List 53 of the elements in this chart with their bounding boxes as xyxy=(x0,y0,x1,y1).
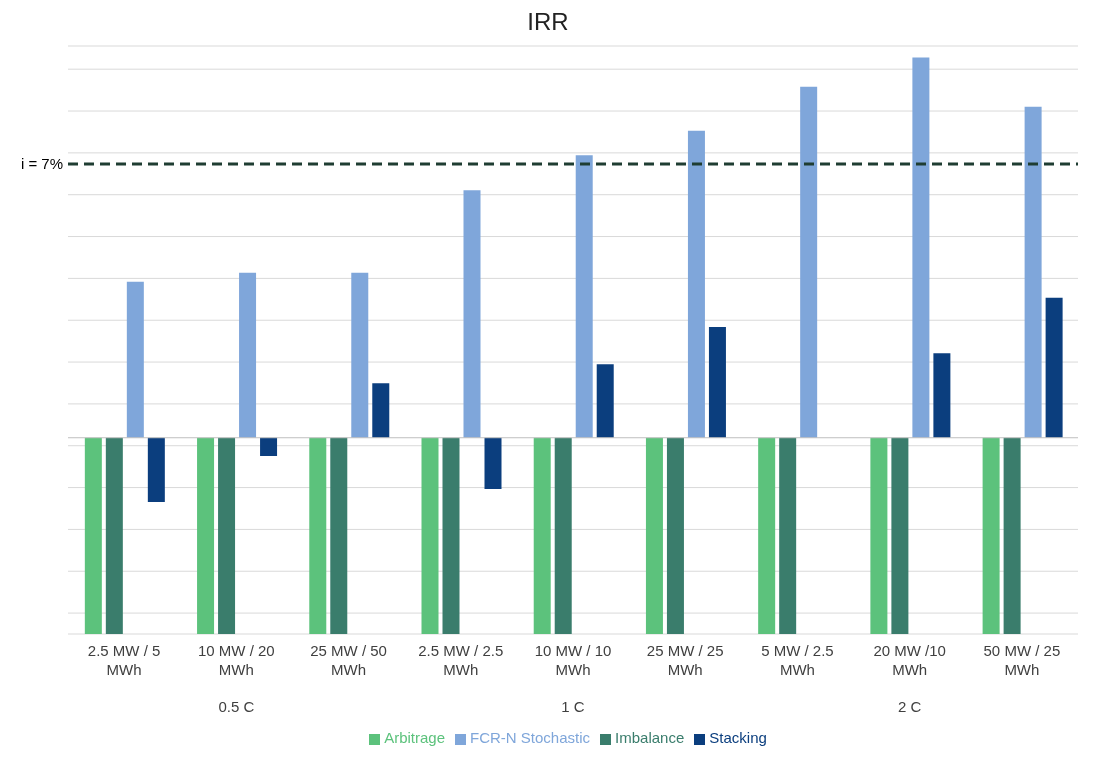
bar xyxy=(126,281,144,438)
bar xyxy=(645,437,663,634)
bar xyxy=(933,353,951,438)
bar xyxy=(421,437,439,634)
bar xyxy=(1024,106,1042,438)
bar xyxy=(575,155,593,438)
bar xyxy=(870,437,888,634)
x-tick-label: 5 MW / 2.5 MWh xyxy=(761,642,834,678)
bar xyxy=(105,437,123,634)
x-tick-label: 2.5 MW / 5 MWh xyxy=(87,642,161,678)
x-tick-label: 10 MW / 20 MWh xyxy=(197,642,275,678)
x-tick-label: 2.5 MW / 2.5 MWh xyxy=(418,642,504,678)
legend-label: Arbitrage xyxy=(384,729,446,746)
bar xyxy=(1045,297,1063,438)
bar xyxy=(554,437,572,634)
bar xyxy=(912,57,930,438)
bar xyxy=(147,437,165,503)
legend-label: Stacking xyxy=(709,729,767,746)
chart-title: IRR xyxy=(526,8,570,36)
bar xyxy=(218,437,236,634)
bar xyxy=(596,364,614,438)
bar xyxy=(891,437,909,634)
bar xyxy=(351,272,369,438)
x-tick-label: 25 MW / 50 MWh xyxy=(310,642,387,678)
bar xyxy=(372,383,390,438)
bar xyxy=(484,437,502,490)
text: i = 7% xyxy=(20,155,63,173)
bar xyxy=(687,130,705,438)
bar xyxy=(330,437,348,634)
legend-label: FCR-N Stochastic xyxy=(470,729,591,746)
x-tick-label: 25 MW / 25 MWh xyxy=(646,642,724,678)
bar xyxy=(982,437,1000,634)
bar xyxy=(197,437,215,634)
text: 0.5 C xyxy=(218,698,255,715)
bar xyxy=(84,437,102,634)
x-tick-label: 50 MW / 25 MWh xyxy=(983,642,1061,678)
bar xyxy=(779,437,797,634)
bar xyxy=(800,86,818,438)
text: 1 C xyxy=(561,698,585,715)
bar xyxy=(463,190,481,438)
bar xyxy=(442,437,460,634)
legend-label: Imbalance xyxy=(615,729,685,746)
x-tick-label: 20 MW /10 MWh xyxy=(873,642,946,678)
text: 2 C xyxy=(897,698,922,715)
bar xyxy=(260,437,278,456)
bar xyxy=(309,437,327,634)
bar xyxy=(758,437,776,634)
bar xyxy=(666,437,684,634)
x-tick-label: 10 MW / 10 MWh xyxy=(534,642,612,678)
bar xyxy=(1003,437,1021,634)
bar xyxy=(239,272,257,438)
bar xyxy=(708,327,726,438)
bar xyxy=(533,437,551,634)
